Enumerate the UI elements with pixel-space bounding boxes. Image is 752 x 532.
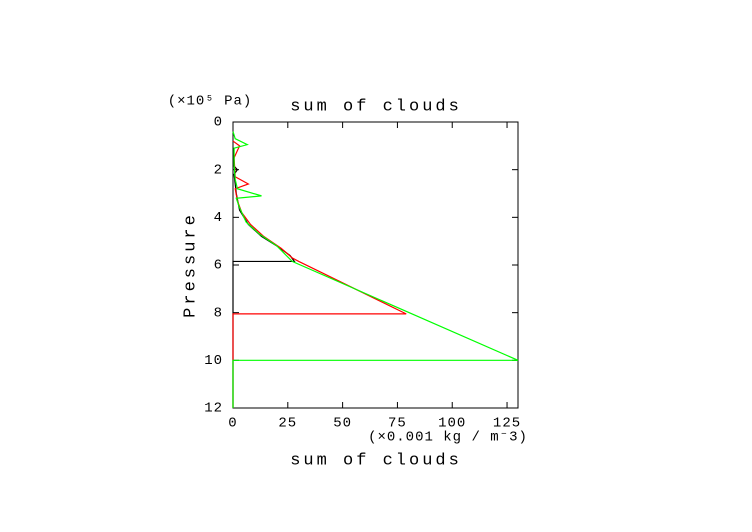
y-tick-label: 10 xyxy=(204,353,223,369)
y-tick-label: 2 xyxy=(214,162,223,178)
chart-title: sum of clouds xyxy=(290,97,462,116)
x-tick-label: 125 xyxy=(493,416,521,432)
y-unit: (×10⁵ Pa) xyxy=(168,94,253,110)
x-tick-label: 25 xyxy=(278,416,297,432)
x-unit: (×0.001 kg / m⁻3) xyxy=(368,430,528,446)
profile-line xyxy=(232,140,407,408)
y-tick-label: 0 xyxy=(214,115,223,131)
y-tick-label: 4 xyxy=(214,210,223,226)
x-tick-label: 100 xyxy=(438,416,466,432)
plot-frame xyxy=(232,121,519,409)
x-tick-label: 0 xyxy=(228,416,237,432)
x-tick-label: 75 xyxy=(388,416,407,432)
x-axis-label: sum of clouds xyxy=(290,451,462,470)
y-tick-label: 6 xyxy=(214,258,223,274)
y-tick-label: 8 xyxy=(214,305,223,321)
y-tick-label: 12 xyxy=(204,401,223,417)
profile-line xyxy=(232,131,519,408)
y-axis-label: Pressure xyxy=(181,212,200,318)
x-tick-label: 50 xyxy=(333,416,352,432)
profile-line xyxy=(232,164,296,408)
